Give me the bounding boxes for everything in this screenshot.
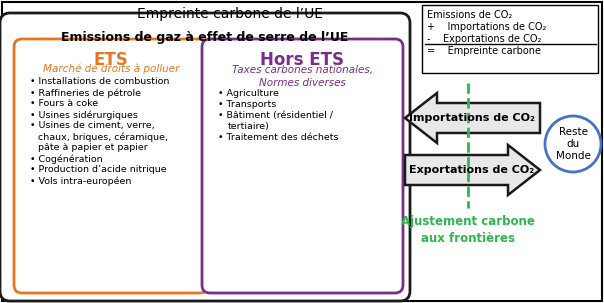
Text: Empreinte carbone de l’UE: Empreinte carbone de l’UE xyxy=(137,7,323,21)
Polygon shape xyxy=(405,145,540,195)
Text: =    Empreinte carbone: = Empreinte carbone xyxy=(427,46,541,56)
Text: • Agriculture: • Agriculture xyxy=(218,89,279,98)
Text: Emissions de CO₂: Emissions de CO₂ xyxy=(427,10,512,20)
Text: ETS: ETS xyxy=(94,51,129,69)
Text: Ajustement carbone
aux frontières: Ajustement carbone aux frontières xyxy=(401,215,535,245)
FancyBboxPatch shape xyxy=(14,39,208,293)
Text: chaux, briques, céramique,: chaux, briques, céramique, xyxy=(38,132,168,142)
Text: Exportations de CO₂: Exportations de CO₂ xyxy=(410,165,535,175)
Circle shape xyxy=(545,116,601,172)
Text: Taxes carbones nationales,
Normes diverses: Taxes carbones nationales, Normes divers… xyxy=(231,65,373,88)
Text: Reste
du
Monde: Reste du Monde xyxy=(556,127,591,161)
Text: • Traitement des déchets: • Traitement des déchets xyxy=(218,133,338,142)
Text: • Usines sidérurgiques: • Usines sidérurgiques xyxy=(30,110,138,119)
Text: Importations de CO₂: Importations de CO₂ xyxy=(409,113,535,123)
Text: Emissions de gaz à effet de serre de l’UE: Emissions de gaz à effet de serre de l’U… xyxy=(62,31,349,44)
Text: Hors ETS: Hors ETS xyxy=(260,51,344,69)
Text: pâte à papier et papier: pâte à papier et papier xyxy=(38,143,148,152)
Text: • Production d’acide nitrique: • Production d’acide nitrique xyxy=(30,165,167,174)
Text: • Installations de combustion: • Installations de combustion xyxy=(30,77,169,86)
Text: tertiaire): tertiaire) xyxy=(228,122,270,131)
Text: • Vols intra-européen: • Vols intra-européen xyxy=(30,176,132,185)
Text: • Bâtiment (résidentiel /: • Bâtiment (résidentiel / xyxy=(218,111,333,120)
Text: -    Exportations de CO₂: - Exportations de CO₂ xyxy=(427,34,541,44)
Text: Marché de droits à polluer: Marché de droits à polluer xyxy=(43,64,179,75)
FancyBboxPatch shape xyxy=(422,5,598,73)
Text: • Transports: • Transports xyxy=(218,100,276,109)
Polygon shape xyxy=(405,93,540,143)
FancyBboxPatch shape xyxy=(0,13,410,301)
Text: • Cogénération: • Cogénération xyxy=(30,154,103,164)
Text: • Usines de ciment, verre,: • Usines de ciment, verre, xyxy=(30,121,155,130)
Text: • Fours à coke: • Fours à coke xyxy=(30,99,98,108)
Text: • Raffineries de pétrole: • Raffineries de pétrole xyxy=(30,88,141,98)
FancyBboxPatch shape xyxy=(202,39,403,293)
Text: +    Importations de CO₂: + Importations de CO₂ xyxy=(427,22,547,32)
